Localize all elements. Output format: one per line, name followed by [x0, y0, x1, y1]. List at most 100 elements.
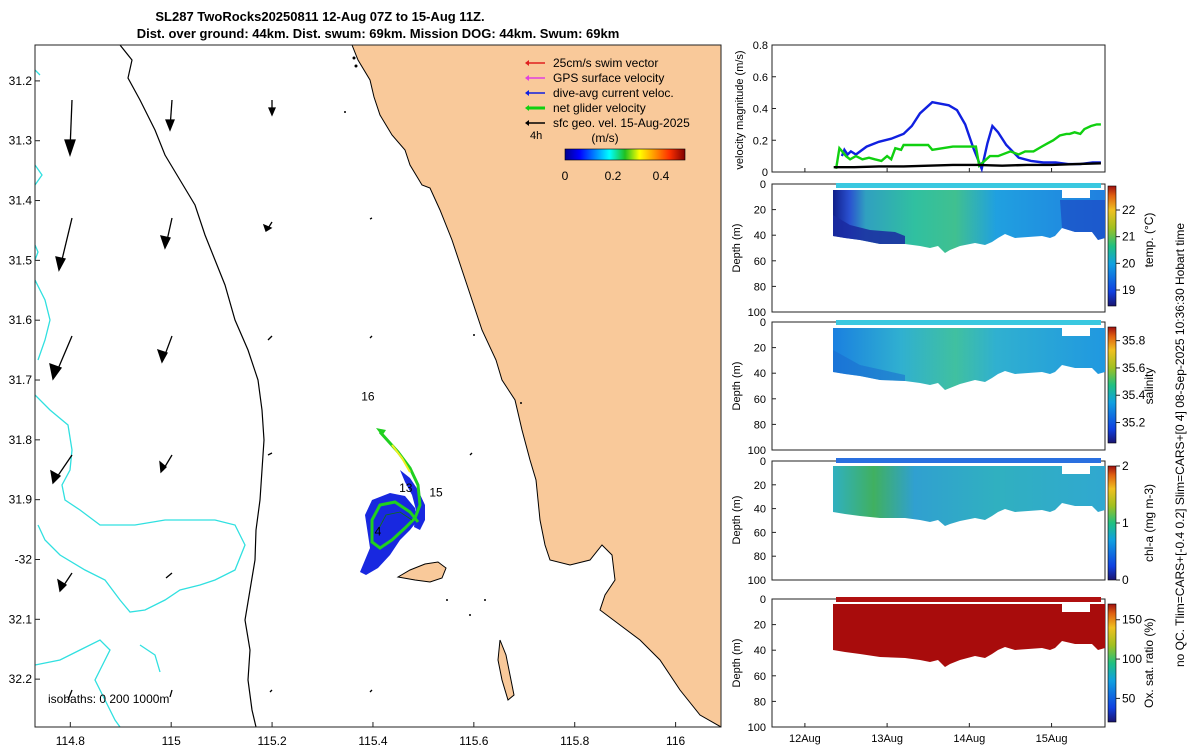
temp-cbar-label: temp. (°C)	[1142, 213, 1156, 268]
cbar-tick-label: 150	[1122, 613, 1142, 627]
land-mass	[351, 45, 721, 727]
chlorophyll-colorbar	[1107, 465, 1117, 581]
rottnest-island	[396, 561, 447, 583]
legend-label: sfc geo. vel. 15-Aug-2025	[553, 116, 690, 130]
depth-tick-label: 80	[754, 419, 766, 431]
depth-tick-label: 80	[754, 551, 766, 563]
isobath-200m	[119, 45, 265, 727]
depth-tick-label: 100	[748, 307, 766, 319]
salinity-colorbar	[1107, 326, 1117, 444]
speed-cbar-tick: 0.2	[605, 169, 622, 183]
vel-ytick-label: 0.2	[753, 135, 768, 147]
isobath-note: isobaths: 0 200 1000m	[48, 692, 169, 706]
map-axis-ticks: 114.8 115 115.2 115.4 115.6 115.8 116 31.2 31.3 3…	[9, 74, 686, 748]
depth-tick-label: 0	[760, 456, 766, 468]
cbar-tick-label: 22	[1122, 203, 1136, 217]
map-ytick-label: 31.2	[9, 74, 33, 88]
title-line-2: Dist. over ground: 44km. Dist. swum: 69k…	[137, 26, 620, 41]
map-ytick-label: 31.3	[9, 134, 33, 148]
garden-island	[497, 639, 515, 701]
legend-arrowhead	[525, 75, 529, 81]
day-label: 13	[399, 481, 413, 495]
depth-tick-label: 20	[754, 205, 766, 217]
oxygen-surface-dots	[836, 597, 1101, 602]
depth-tick-label: 0	[760, 179, 766, 191]
depth-tick-label: 80	[754, 281, 766, 293]
oxygen-colorbar	[1107, 603, 1117, 723]
depth-tick-label: 40	[754, 368, 766, 380]
velocity-axes	[771, 44, 1106, 173]
legend-arrowhead	[525, 120, 529, 126]
depth-tick-label: 0	[760, 594, 766, 606]
sal-cbar-label: salinity	[1142, 368, 1156, 405]
legend-label: net glider velocity	[553, 101, 646, 115]
legend-arrowhead	[525, 105, 529, 111]
day-label: 16	[361, 389, 375, 403]
map-frame	[34, 44, 722, 728]
title-line-1: SL287 TwoRocks20250811 12-Aug 07Z to 15-…	[155, 9, 484, 24]
velocity-series-line	[833, 162, 1101, 169]
chl-cbar-label: chl-a (mg m-3)	[1142, 484, 1156, 562]
depth-tick-label: 0	[760, 317, 766, 329]
map-panel: 114.8 115 115.2 115.4 115.6 115.8 116 31.2 31.3 3…	[9, 44, 722, 748]
map-ytick-label: 32.2	[9, 672, 33, 686]
depth-tick-label: 60	[754, 394, 766, 406]
depth-tick-label: 20	[754, 343, 766, 355]
geo-velocity-arrows	[49, 99, 473, 701]
depth-tick-label: 20	[754, 620, 766, 632]
cbar-tick-label: 50	[1122, 691, 1136, 705]
depth-tick-label: 100	[748, 722, 766, 734]
depth-tick-label: 80	[754, 696, 766, 708]
chl-ylabel: Depth (m)	[731, 496, 743, 545]
temp-ylabel: Depth (m)	[731, 224, 743, 273]
map-xtick-label: 115.8	[560, 734, 589, 748]
speed-colorbar-label: (m/s)	[591, 131, 618, 145]
day-label: 4	[375, 525, 382, 539]
speed-colorbar	[564, 148, 686, 161]
temp-colorbar	[1107, 185, 1117, 307]
time-tick-label: 12Aug	[789, 733, 821, 745]
depth-tick-label: 60	[754, 527, 766, 539]
cbar-tick-label: 19	[1122, 283, 1136, 297]
time-tick-label: 14Aug	[953, 733, 985, 745]
cbar-tick-label: 35.8	[1122, 334, 1146, 348]
map-ytick-label: 31.8	[9, 433, 33, 447]
cbar-tick-label: 35.2	[1122, 416, 1146, 430]
map-ytick-label: -32	[15, 552, 33, 566]
ox-ylabel: Depth (m)	[731, 639, 743, 688]
map-ytick-label: 32.1	[9, 612, 33, 626]
depth-tick-label: 20	[754, 480, 766, 492]
sal-ylabel: Depth (m)	[731, 362, 743, 411]
cbar-tick-label: 21	[1122, 230, 1136, 244]
legend-note: 4h	[530, 130, 542, 142]
glider-track-inner	[377, 511, 413, 531]
map-xtick-label: 116	[666, 734, 685, 748]
map-ytick-label: 31.7	[9, 373, 33, 387]
side-note: no QC. Tlim=CARS+[-0.4 0.2] Slim=CARS+[0…	[1173, 223, 1187, 667]
depth-tick-label: 40	[754, 230, 766, 242]
cbar-tick-label: 100	[1122, 652, 1142, 666]
map-xtick-label: 115	[162, 734, 181, 748]
time-tick-label: 13Aug	[871, 733, 903, 745]
oxygen-panel: 0 20 40 60 80 100 50 100 150 12Aug 13Aug 14Aug 15Au…	[748, 594, 1143, 745]
legend-label: 25cm/s swim vector	[553, 56, 658, 70]
velocity-series-line	[834, 123, 1101, 169]
temperature-deep-water	[833, 215, 905, 244]
cbar-tick-label: 20	[1122, 256, 1136, 270]
depth-tick-label: 100	[748, 445, 766, 457]
velocity-ylabel: velocity magnitude (m/s)	[734, 50, 746, 169]
salinity-surface-dots	[836, 320, 1101, 325]
dive-avg-current-tail	[400, 470, 425, 530]
net-velocity-arrowhead	[376, 428, 386, 436]
day-label: 15	[429, 486, 443, 500]
oxygen-field	[833, 604, 1105, 667]
salinity-panel: 0 20 40 60 80 100 35.2 35.4 35.6 35.8	[748, 317, 1146, 457]
legend-label: dive-avg current veloc.	[553, 86, 674, 100]
vel-ytick-label: 0.6	[753, 72, 768, 84]
map-xtick-label: 115.6	[459, 734, 488, 748]
depth-tick-label: 40	[754, 504, 766, 516]
cbar-tick-label: 1	[1122, 516, 1129, 530]
map-ytick-label: 31.5	[9, 253, 33, 267]
